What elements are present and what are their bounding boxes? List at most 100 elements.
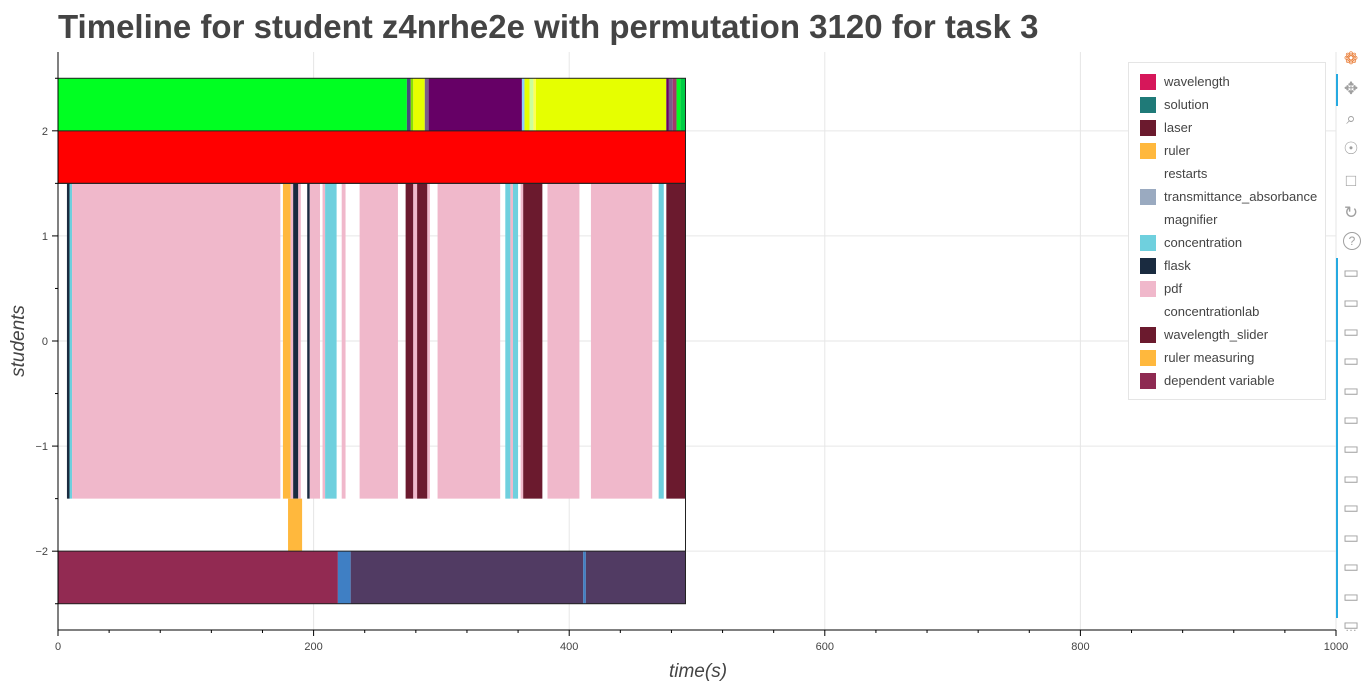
timeline-segment[interactable] <box>424 78 429 131</box>
legend-item[interactable]: wavelength <box>1140 70 1325 93</box>
timeline-segment[interactable] <box>680 78 686 131</box>
hover-icon[interactable]: ▭ <box>1342 528 1360 547</box>
legend-item[interactable]: concentration <box>1140 231 1325 254</box>
timeline-segment[interactable] <box>405 183 414 499</box>
timeline-segment[interactable] <box>309 183 320 499</box>
timeline-segment[interactable] <box>58 551 338 604</box>
timeline-segment[interactable] <box>505 183 511 499</box>
timeline-segment[interactable] <box>413 78 425 131</box>
legend-item[interactable]: solution <box>1140 93 1325 116</box>
legend-item[interactable]: transmittance_absorbance <box>1140 185 1325 208</box>
timeline-segment[interactable] <box>282 183 291 499</box>
legend-label: magnifier <box>1164 212 1218 227</box>
timeline-segment[interactable] <box>427 183 430 499</box>
chart-title: Timeline for student z4nrhe2e with permu… <box>58 8 1039 45</box>
timeline-segment[interactable] <box>66 183 70 499</box>
timeline-segment[interactable] <box>585 551 686 604</box>
timeline-segment[interactable] <box>676 78 681 131</box>
timeline-segment[interactable] <box>410 78 414 131</box>
hover-icon[interactable]: ▭ <box>1342 587 1360 606</box>
hover-icon[interactable]: ▭ <box>1342 439 1360 458</box>
timeline-segment[interactable] <box>417 183 428 499</box>
timeline-segment[interactable] <box>341 183 346 499</box>
timeline-segment[interactable] <box>413 183 418 499</box>
timeline-segment[interactable] <box>535 78 667 131</box>
hover-icon[interactable]: ▭ <box>1342 351 1360 370</box>
timeline-segment[interactable] <box>359 183 398 499</box>
hover-icon[interactable]: ▭ <box>1342 293 1360 312</box>
timeline-segment[interactable] <box>510 183 513 499</box>
reset-icon[interactable]: ↻ <box>1343 203 1359 222</box>
legend-swatch <box>1140 143 1156 159</box>
hover-icon[interactable]: ▭ <box>1342 263 1360 282</box>
legend-item[interactable]: ruler <box>1140 139 1325 162</box>
hover-icon[interactable]: ▭ <box>1342 469 1360 488</box>
timeline-segment[interactable] <box>288 498 303 552</box>
timeline-segment[interactable] <box>325 183 337 499</box>
timeline-segment[interactable] <box>512 183 519 499</box>
hover-icon[interactable]: ▭ <box>1342 615 1360 634</box>
legend-item[interactable]: wavelength_slider <box>1140 323 1325 346</box>
box-zoom-icon[interactable]: ⌕ <box>1346 109 1356 128</box>
timeline-segment[interactable] <box>428 78 522 131</box>
hover-icon[interactable]: ▭ <box>1342 498 1360 517</box>
y-tick-label: 2 <box>42 126 48 138</box>
wheel-zoom-icon[interactable]: ☉ <box>1343 139 1359 158</box>
timeline-segment[interactable] <box>547 183 580 499</box>
bokeh-logo-icon[interactable]: ❁ <box>1343 49 1359 68</box>
timeline-segment[interactable] <box>72 183 281 499</box>
legend-item[interactable]: flask <box>1140 254 1325 277</box>
legend-item[interactable]: restarts <box>1140 162 1325 185</box>
x-axis-label: time(s) <box>669 661 727 682</box>
legend-item[interactable]: magnifier <box>1140 208 1325 231</box>
timeline-segment[interactable] <box>307 183 310 499</box>
timeline-segment[interactable] <box>666 78 669 131</box>
timeline-segment[interactable] <box>533 78 536 131</box>
save-icon[interactable]: □ <box>1345 171 1357 190</box>
y-axis-label: students <box>8 305 29 377</box>
legend-swatch <box>1140 120 1156 136</box>
timeline-segment[interactable] <box>523 183 543 499</box>
timeline-segment[interactable] <box>350 551 584 604</box>
legend-label: concentrationlab <box>1164 304 1260 319</box>
timeline-segment[interactable] <box>437 183 501 499</box>
legend-swatch <box>1140 258 1156 274</box>
timeline-segment[interactable] <box>293 183 299 499</box>
timeline-segment[interactable] <box>406 78 411 131</box>
timeline-segment[interactable] <box>58 78 407 131</box>
legend-item[interactable]: dependent variable <box>1140 369 1325 392</box>
more-icon[interactable]: … <box>1345 620 1357 634</box>
hover-icon[interactable]: ▭ <box>1342 557 1360 576</box>
timeline-segment[interactable] <box>524 78 530 131</box>
hover-icon[interactable]: ▭ <box>1342 322 1360 341</box>
hover-icon[interactable]: ▭ <box>1342 410 1360 429</box>
legend-label: pdf <box>1164 281 1183 296</box>
timeline-segment[interactable] <box>69 183 73 499</box>
legend-item[interactable]: laser <box>1140 116 1325 139</box>
toolbar-accent-hover <box>1336 258 1338 618</box>
hover-icon[interactable]: ▭ <box>1342 381 1360 400</box>
legend-item[interactable]: concentrationlab <box>1140 300 1325 323</box>
legend-item[interactable]: ruler measuring <box>1140 346 1325 369</box>
timeline-segment[interactable] <box>529 78 534 131</box>
timeline-segment[interactable] <box>590 183 653 499</box>
chart-legend: wavelength solution laser ruler restarts tran… <box>1128 62 1326 400</box>
pan-icon[interactable]: ✥ <box>1343 79 1359 98</box>
legend-label: concentration <box>1164 235 1243 250</box>
timeline-segment[interactable] <box>668 78 673 131</box>
timeline-segment[interactable] <box>583 551 586 604</box>
timeline-segment[interactable] <box>658 183 664 499</box>
legend-swatch <box>1140 74 1156 90</box>
timeline-segment[interactable] <box>58 130 686 184</box>
timeline-segment[interactable] <box>298 183 301 499</box>
help-icon[interactable]: ? <box>1343 232 1361 250</box>
legend-item[interactable]: pdf <box>1140 277 1325 300</box>
timeline-segment[interactable] <box>337 551 351 604</box>
timeline-segment[interactable] <box>672 78 677 131</box>
timeline-segment[interactable] <box>322 183 326 499</box>
timeline-segment[interactable] <box>290 183 294 499</box>
timeline-segment[interactable] <box>666 183 686 499</box>
timeline-segment[interactable] <box>521 78 525 131</box>
timeline-segment[interactable] <box>520 183 524 499</box>
